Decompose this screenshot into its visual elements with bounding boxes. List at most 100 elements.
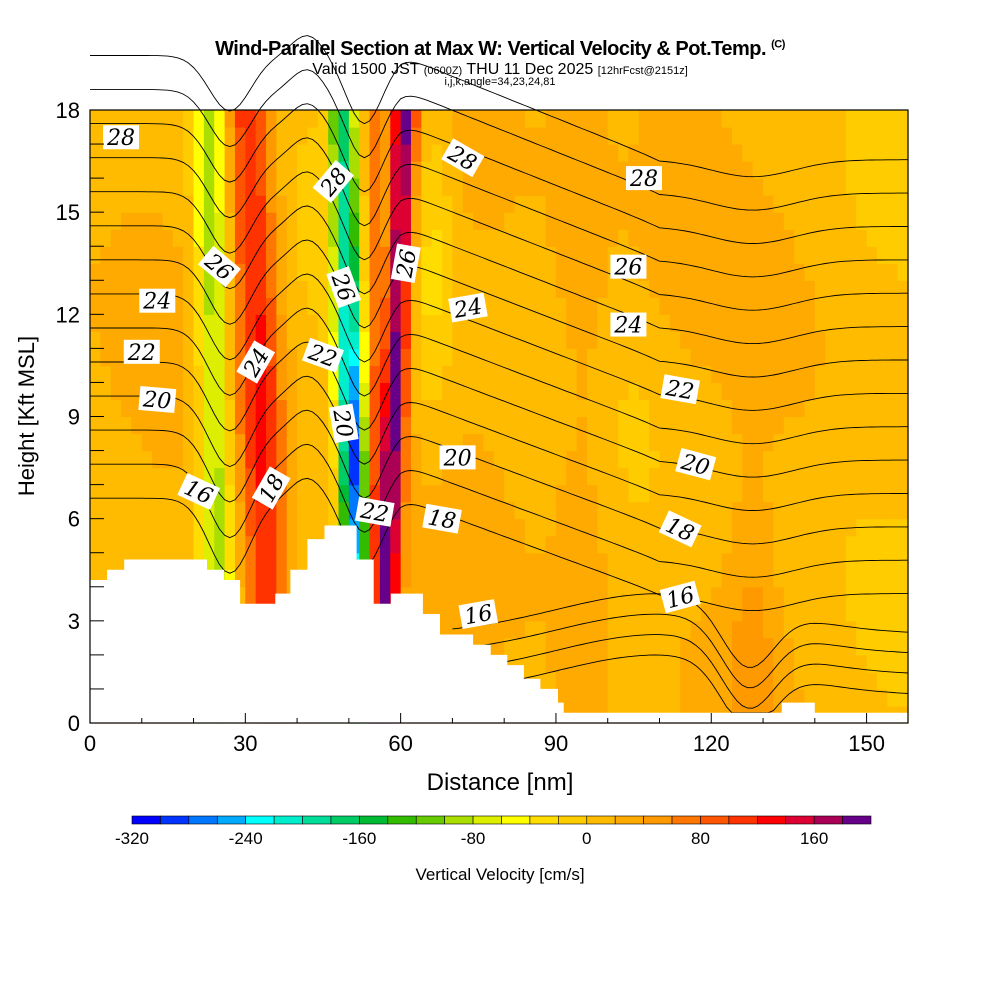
field-cell <box>597 535 609 554</box>
field-cell <box>897 263 909 281</box>
field-cell <box>100 552 112 571</box>
field-cell <box>462 467 474 486</box>
field-cell <box>773 178 785 196</box>
field-cell <box>276 280 288 298</box>
field-cell <box>493 365 505 384</box>
field-cell <box>442 603 454 622</box>
field-cell <box>607 688 619 707</box>
contour-label-bg <box>103 125 140 150</box>
field-cell <box>576 348 588 367</box>
field-cell <box>359 246 371 264</box>
field-cell <box>473 501 485 520</box>
field-cell <box>524 229 536 247</box>
field-cell <box>597 178 609 196</box>
field-cell <box>814 297 826 315</box>
field-cell <box>700 399 712 418</box>
field-cell <box>587 569 598 588</box>
contour-label: 22 <box>354 496 395 528</box>
field-cell <box>814 637 826 656</box>
field-cell <box>731 620 743 639</box>
field-cell <box>897 246 909 264</box>
field-cell <box>338 229 350 247</box>
field-cell <box>483 314 495 332</box>
field-cell <box>535 144 547 162</box>
field-cell <box>845 280 857 298</box>
field-cell <box>897 467 909 486</box>
colorbar-swatch <box>415 815 445 825</box>
field-cell <box>876 382 888 401</box>
field-cell <box>504 110 516 128</box>
field-cell <box>141 229 153 247</box>
field-cell <box>317 263 329 281</box>
field-cell <box>348 144 360 162</box>
field-cell <box>545 569 557 588</box>
field-cell <box>504 144 516 162</box>
field-cell <box>804 688 816 707</box>
field-cell <box>659 688 671 707</box>
field-cell <box>348 110 360 128</box>
field-cell <box>783 263 795 281</box>
field-cell <box>566 314 578 332</box>
field-cell <box>618 654 630 673</box>
field-cell <box>442 280 454 298</box>
field-cell <box>203 518 215 537</box>
field-cell <box>555 501 567 520</box>
field-cell <box>628 637 640 656</box>
field-cell <box>835 280 847 298</box>
field-cell <box>555 127 567 145</box>
field-cell <box>814 314 826 332</box>
field-cell <box>545 467 557 486</box>
field-cell <box>887 297 899 315</box>
field-cell <box>794 161 806 179</box>
field-cell <box>483 229 495 247</box>
field-cell <box>587 399 598 418</box>
field-cell <box>825 110 837 128</box>
field-cell <box>783 314 795 332</box>
field-cell <box>597 144 609 162</box>
field-cell <box>317 365 329 384</box>
field-cell <box>100 399 112 418</box>
field-cell <box>297 382 309 401</box>
field-cell <box>473 280 485 298</box>
field-cell <box>814 212 826 230</box>
field-cell <box>545 382 557 401</box>
contour-labels: 2824222016262418282622202226282420181628… <box>103 125 717 630</box>
field-cell <box>255 110 267 128</box>
field-cell <box>172 229 184 247</box>
field-cell <box>555 382 567 401</box>
field-cell <box>473 331 485 349</box>
field-cell <box>587 518 598 537</box>
field-cell <box>317 399 329 418</box>
field-cell <box>172 246 184 264</box>
field-cell <box>379 433 391 452</box>
field-cell <box>649 518 661 537</box>
contour-label-bg <box>610 254 647 279</box>
field-cell <box>193 297 205 315</box>
colorbar-tick-label: 160 <box>800 829 828 848</box>
field-cell <box>245 535 257 554</box>
field-cell <box>493 178 505 196</box>
field-cell <box>193 518 205 537</box>
field-cell <box>773 450 785 469</box>
field-cell <box>162 144 174 162</box>
field-cell <box>172 399 184 418</box>
field-cell <box>783 212 795 230</box>
field-cell <box>131 314 143 332</box>
field-cell <box>783 331 795 349</box>
field-cell <box>649 688 661 707</box>
field-cell <box>763 654 774 673</box>
field-cell <box>141 535 153 554</box>
field-cell <box>172 280 184 298</box>
field-cell <box>535 416 547 435</box>
field-cell <box>814 467 826 486</box>
field-cell <box>535 263 547 281</box>
field-cell <box>669 280 681 298</box>
field-cell <box>524 433 536 452</box>
field-cell <box>731 331 743 349</box>
field-cell <box>794 416 806 435</box>
field-cell <box>410 569 422 588</box>
contour-label-text: 22 <box>358 498 391 528</box>
field-cell <box>814 161 826 179</box>
field-cell <box>214 552 226 571</box>
field-cell <box>711 535 723 554</box>
